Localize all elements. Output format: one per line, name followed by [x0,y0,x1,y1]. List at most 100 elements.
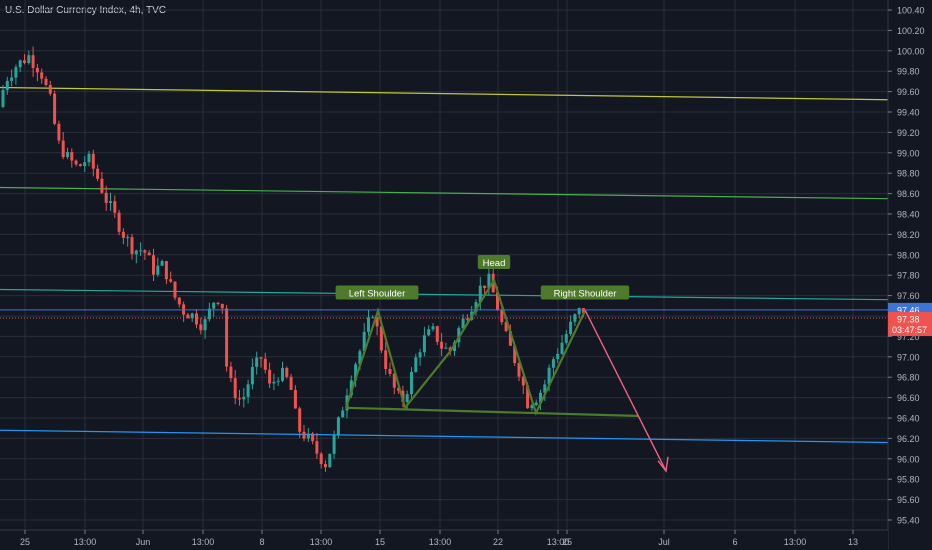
price-tick-label: 98.60 [897,189,920,199]
candle-body [414,357,418,372]
time-tick-label: 22 [493,537,503,547]
candle-body [96,168,100,179]
target-arrow [584,309,667,472]
price-tick-label: 96.60 [897,393,920,403]
level-line[interactable] [0,86,889,101]
candle-body [526,385,530,409]
label-right-shoulder: Right Shoulder [554,289,617,300]
price-tick-label: 98.40 [897,210,920,220]
price-tick-label: 96.80 [897,373,920,383]
candle-body [582,308,585,313]
label-left-shoulder: Left Shoulder [349,289,406,300]
level-line[interactable] [0,186,889,200]
candle-body [349,380,353,396]
price-tick-label: 96.20 [897,434,920,444]
candle-body [5,80,9,91]
candle-body [156,265,160,275]
candle-body [139,250,143,252]
candle-body [14,67,18,78]
candle-body [517,362,521,377]
time-tick-label: 8 [259,537,264,547]
candle-body [375,317,379,327]
candle-body [474,302,478,312]
candle-body [134,250,138,255]
level-line[interactable] [0,429,889,444]
price-tick-label: 97.60 [897,291,920,301]
price-tick-label: 95.80 [897,475,920,485]
candle-body [83,162,87,167]
candle-body [513,345,517,363]
candle-body [1,90,5,107]
price-tick-label: 95.60 [897,495,920,505]
label-head: Head [483,258,506,269]
candle-body [91,153,95,169]
candle-body [388,369,392,374]
candle-body [422,335,426,353]
price-tick-label: 97.00 [897,352,920,362]
candle-body [577,308,581,315]
price-tick-label: 98.80 [897,169,920,179]
time-tick-label: 13:00 [784,537,807,547]
candle-body [281,367,284,381]
time-tick-label: 25 [562,537,572,547]
price-axis-bg [888,0,932,550]
candle-body [431,326,435,330]
candle-body [40,72,44,79]
candle-body [100,178,104,193]
time-tick-label: 25 [20,537,30,547]
current-price-label: 97.38 [897,315,920,325]
time-tick-label: 13:00 [310,537,333,547]
candle-body [199,324,203,331]
candle-body [164,261,168,280]
candle-body [427,329,431,336]
candle-body [341,410,345,418]
candle-body [169,279,173,282]
price-tick-label: 100.20 [897,26,925,36]
candle-body [560,342,564,354]
candle-body [268,369,272,384]
candle-body [130,237,134,255]
candle-body [229,366,233,379]
candle-body [259,357,263,359]
candle-body [177,297,181,305]
price-tick-label: 99.80 [897,67,920,77]
candle-body [324,464,327,468]
countdown-label: 03:47:57 [892,325,927,335]
head-shoulders-pattern[interactable]: Left Shoulder Head Right Shoulder [335,254,669,473]
candle-body [293,389,297,409]
time-tick-label: Jul [658,537,670,547]
candle-body [556,353,560,360]
candle-body [551,359,555,368]
candle-body [289,376,293,390]
time-tick-label: 15 [375,537,385,547]
price-tick-label: 98.20 [897,230,920,240]
candle-body [70,152,74,161]
candle-body [367,317,370,332]
candle-body [35,67,39,73]
price-tick-label: 95.40 [897,516,920,526]
candle-body [298,408,302,432]
grid [0,0,888,530]
candle-body [207,308,211,320]
level-line[interactable] [0,288,889,301]
candle-body [216,302,220,304]
candle-body [233,378,237,399]
time-tick-label: 6 [732,537,737,547]
candle-body [539,392,542,403]
candle-body [500,310,504,323]
candle-body [255,357,259,367]
candle-body [109,201,112,203]
candle-body [302,431,306,439]
label-left-shoulder-bg [335,285,419,300]
price-tick-label: 99.40 [897,108,920,118]
candle-body [53,93,57,124]
candle-body [285,367,289,377]
candle-body [104,192,108,203]
candle-body [250,366,254,385]
horizontal-levels[interactable] [0,86,889,444]
candle-body [461,318,465,329]
candle-body [143,250,147,253]
